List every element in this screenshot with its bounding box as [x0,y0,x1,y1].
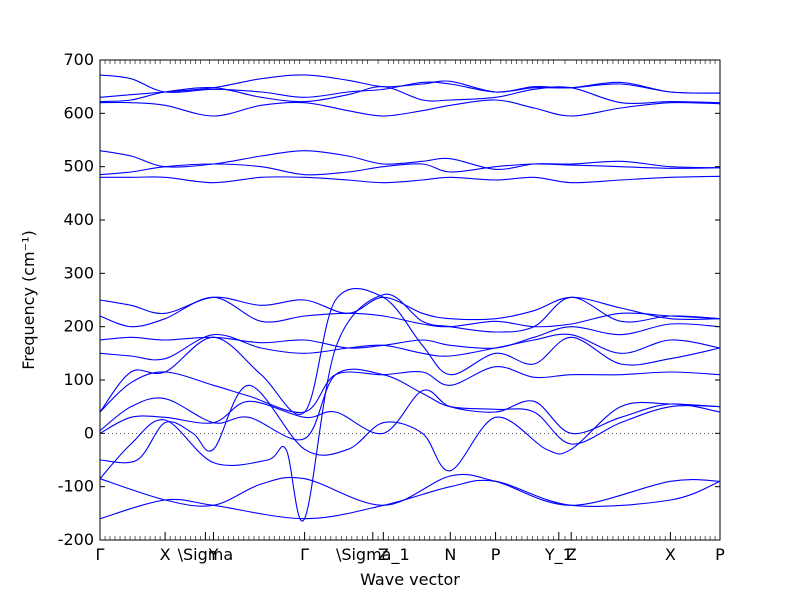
x-tick-label: Z [378,545,389,564]
y-tick-label: -100 [58,477,94,496]
x-tick-label: X [160,545,171,564]
y-tick-label: 700 [63,50,94,69]
band-line-9 [99,333,721,361]
x-tick-label: P [715,545,725,564]
plot-frame [99,59,721,541]
band-line-1 [99,479,721,520]
y-tick-label: 400 [63,210,94,229]
band-line-7 [99,366,721,414]
y-tick-label: 300 [63,263,94,282]
x-tick-label: Y_1 [544,545,573,565]
y-axis-ticks: -200 -100 0 100 200 300 400 500 600 700 [58,50,720,549]
y-tick-label: -200 [58,530,94,549]
y-tick-label: 200 [63,317,94,336]
y-tick-label: 100 [63,370,94,389]
x-axis-label: Wave vector [360,570,460,589]
y-tick-label: 0 [84,423,94,442]
x-tick-label: Z [566,545,577,564]
band-line-15 [99,150,721,170]
y-tick-label: 600 [63,103,94,122]
y-tick-label: 500 [63,157,94,176]
band-line-12 [99,296,721,321]
x-tick-label: Γ [96,545,105,564]
band-line-13 [100,175,721,184]
band-line-11 [99,296,721,328]
band-line-10 [99,323,721,349]
x-tick-label: N [444,545,456,564]
plot-content [99,74,721,522]
band-line-5 [99,389,721,435]
x-tick-label: Y [208,545,219,564]
x-tick-label: P [491,545,501,564]
band-line-17 [99,86,721,105]
x-tick-label: Γ [300,545,309,564]
band-line-16 [99,99,721,117]
x-tick-label: \Sigma [178,545,234,564]
band-line-14 [99,163,721,176]
band-line-2 [99,473,721,507]
x-tick-label: X [665,545,676,564]
band-line-8 [99,288,721,415]
band-line-6 [99,368,721,445]
band-line-4 [99,384,721,472]
y-axis-label: Frequency (cm⁻¹) [19,230,38,369]
x-tick-label: \Sigma_1 [336,545,410,565]
band-line-19 [99,74,721,98]
